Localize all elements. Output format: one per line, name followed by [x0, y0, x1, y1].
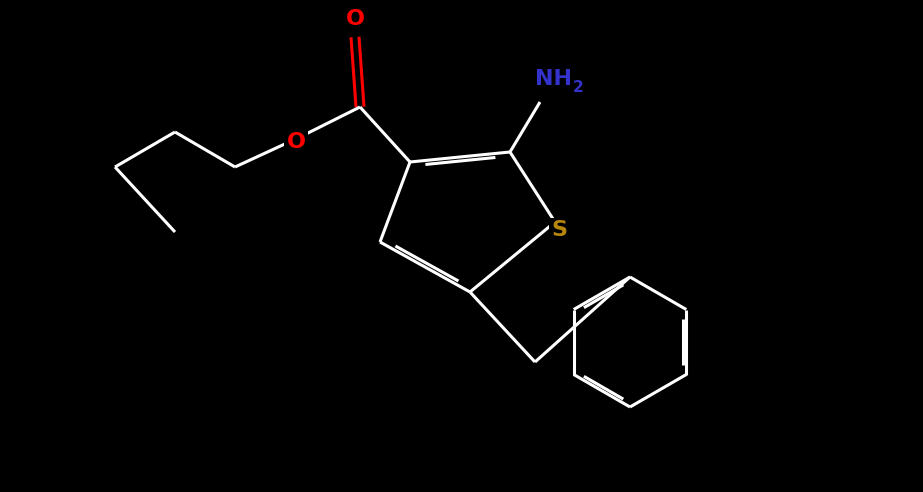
Text: O: O [286, 132, 306, 152]
Text: O: O [345, 9, 365, 29]
Text: NH: NH [535, 69, 572, 89]
Text: 2: 2 [573, 81, 583, 95]
Text: S: S [551, 220, 567, 240]
